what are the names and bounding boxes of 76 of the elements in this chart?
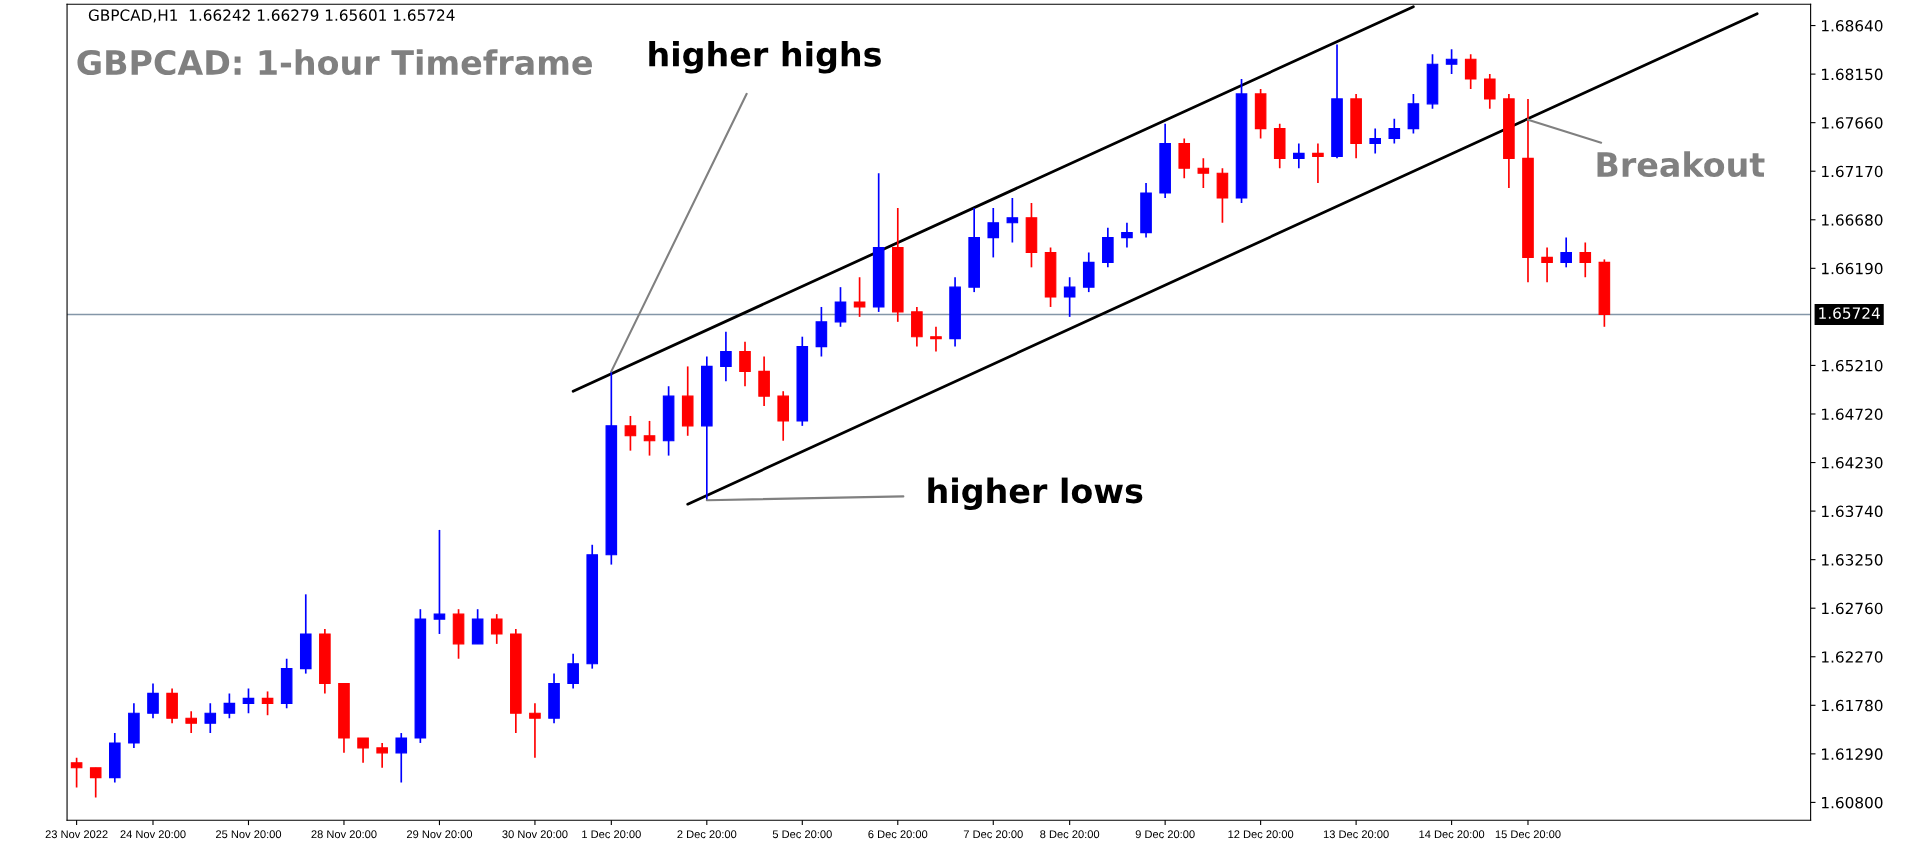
annotation: higher highs (649, 41, 881, 74)
y-tick-label: 1.67660 (1822, 117, 1883, 129)
candlestick (1445, 48, 1458, 75)
candlestick (1560, 236, 1572, 269)
candlestick (1369, 127, 1382, 155)
candlestick (204, 702, 217, 734)
candlestick (185, 710, 197, 734)
x-tick-label: 5 Dec 20:00 (772, 830, 832, 839)
x-tick-label: 25 Nov 20:00 (215, 830, 282, 839)
candlestick (930, 325, 942, 353)
candlestick (853, 276, 866, 318)
y-tick-label: 1.61290 (1822, 748, 1883, 760)
x-tick-label: 24 Nov 20:00 (120, 830, 186, 839)
x-tick-label: 7 Dec 20:00 (963, 830, 1023, 839)
candlestick (242, 687, 255, 715)
y-tick-label: 1.64230 (1822, 457, 1883, 469)
ref-line-label: 1.65724 (1819, 307, 1880, 319)
text: GBPCAD: 1-hour Timeframe (77, 49, 592, 76)
candlestick (987, 207, 1000, 259)
candlestick (624, 415, 637, 452)
x-tick-label: 6 Dec 20:00 (868, 830, 928, 839)
annotation: higher lows (928, 477, 1143, 511)
candlestick (1388, 117, 1401, 145)
annotation: Breakout (1597, 151, 1765, 178)
y-tick-label: 1.66680 (1822, 214, 1883, 226)
candlestick (395, 732, 408, 784)
x-tick-label: 2 Dec 20:00 (677, 830, 737, 839)
y-tick-label: 1.66190 (1822, 262, 1883, 275)
y-tick-label: 1.62270 (1822, 651, 1883, 663)
candlestick (1464, 53, 1477, 90)
y-tick-label: 1.65210 (1822, 359, 1883, 372)
y-tick-label: 1.63740 (1822, 505, 1883, 518)
candlestick (739, 340, 751, 388)
x-tick-label: 29 Nov 20:00 (406, 830, 473, 839)
x-tick-label: 12 Dec 20:00 (1228, 830, 1294, 839)
candlestick (376, 742, 388, 769)
chart-subtitle: GBPCAD,H1 1.66242 1.66279 1.65601 1.65724 (88, 9, 455, 23)
y-tick-label: 1.68150 (1822, 68, 1883, 81)
candlestick (1006, 197, 1019, 244)
candlestick (567, 652, 579, 690)
candlestick (1483, 73, 1496, 110)
candlestick (70, 756, 83, 789)
candlestick (433, 529, 446, 635)
y-tick-label: 1.64720 (1822, 408, 1883, 421)
x-tick-label: 8 Dec 20:00 (1040, 830, 1100, 839)
x-tick-label: 23 Nov 2022 (45, 830, 108, 839)
y-tick-label: 1.67170 (1822, 165, 1883, 178)
candlestick (89, 766, 102, 799)
x-tick-label: 1 Dec 20:00 (582, 830, 641, 839)
candlestick (1197, 157, 1210, 189)
y-tick-label: 1.68640 (1822, 20, 1883, 32)
candlestick (643, 420, 656, 457)
x-tick-label: 13 Dec 20:00 (1323, 830, 1389, 839)
candlestick (147, 682, 159, 720)
candlestick (357, 737, 369, 764)
x-tick-label: 28 Nov 20:00 (311, 830, 377, 839)
candlestick (834, 286, 847, 328)
candlestick (1541, 246, 1553, 284)
x-tick-label: 15 Dec 20:00 (1495, 830, 1561, 839)
candlestick (223, 692, 236, 720)
y-tick-label: 1.63250 (1822, 554, 1883, 566)
candlestick (720, 330, 732, 383)
x-tick-label: 14 Dec 20:00 (1419, 830, 1485, 839)
candlestick (1121, 221, 1133, 249)
x-tick-label: 30 Nov 20:00 (502, 830, 568, 839)
candlestick (1312, 142, 1324, 184)
candlestick (1293, 142, 1305, 170)
candlestick (1063, 276, 1076, 318)
y-tick-label: 1.60800 (1822, 796, 1883, 809)
candlestick (1579, 241, 1592, 279)
candlestick (529, 702, 541, 759)
candlestick (261, 690, 274, 717)
x-tick-label: 9 Dec 20:00 (1135, 830, 1195, 839)
y-tick-label: 1.61780 (1822, 699, 1883, 712)
candlestick (490, 613, 503, 645)
y-tick-label: 1.62760 (1822, 602, 1883, 615)
